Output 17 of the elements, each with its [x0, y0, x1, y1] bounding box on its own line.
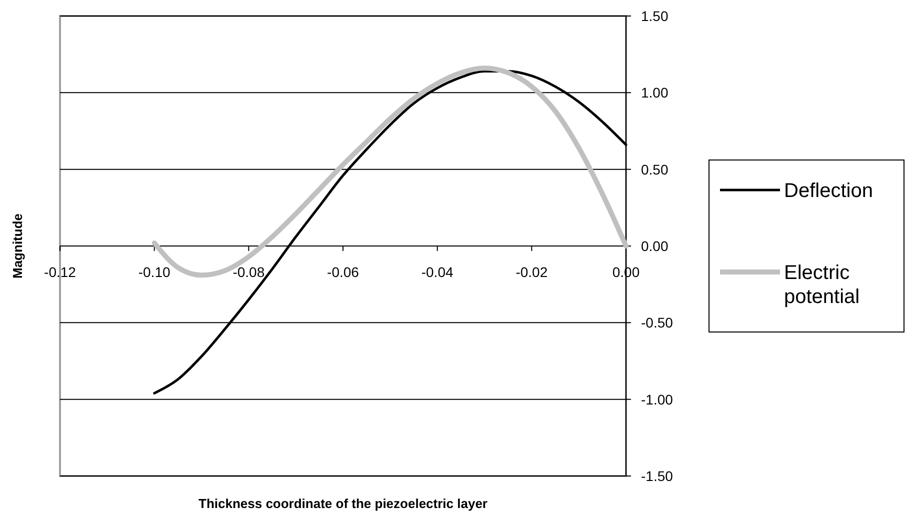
y-axis-title: Magnitude [10, 214, 25, 278]
y-tick-label: -0.50 [641, 314, 674, 331]
x-tick-label: -0.06 [327, 264, 360, 280]
legend-label: Deflection [784, 180, 873, 202]
y-tick-label: 0.50 [641, 161, 668, 178]
legend-label: Electric potential [784, 262, 860, 308]
y-tick-label: 1.00 [641, 84, 668, 101]
x-tick-label: -0.08 [232, 264, 265, 280]
x-tick-label: -0.10 [138, 264, 170, 280]
y-tick-label: -1.50 [641, 468, 674, 484]
x-tick-label: -0.02 [516, 264, 548, 280]
x-tick-label: -0.12 [44, 264, 76, 280]
y-tick-label: -1.00 [641, 391, 674, 408]
y-tick-label: 0.00 [641, 238, 668, 254]
x-tick-label: -0.04 [421, 264, 454, 280]
x-axis-title: Thickness coordinate of the piezoelectric layer [198, 496, 488, 511]
y-tick-label: 1.50 [641, 8, 668, 24]
